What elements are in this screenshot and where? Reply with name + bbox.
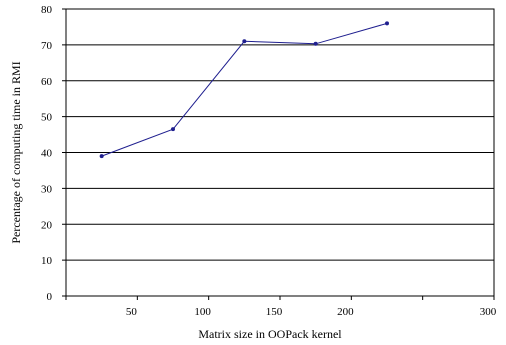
y-axis-title: Percentage of computing time in RMI <box>9 61 23 243</box>
series-line-0 <box>101 22 388 157</box>
y-tick-label-40: 40 <box>41 148 53 160</box>
gridlines <box>66 44 494 261</box>
y-tick-label-60: 60 <box>41 76 53 88</box>
data-point-0-3 <box>313 41 318 46</box>
y-tick-label-50: 50 <box>41 112 53 124</box>
y-axis-ticks: 0 10 20 30 40 50 60 70 80 <box>41 4 66 303</box>
x-tick-label-300: 300 <box>480 306 497 318</box>
data-point-0-4 <box>385 21 389 26</box>
x-tick-label-50: 50 <box>126 306 138 318</box>
y-tick-label-70: 70 <box>41 40 53 52</box>
y-tick-label-10: 10 <box>41 255 53 267</box>
data-point-0-0 <box>99 154 104 159</box>
y-tick-label-0: 0 <box>47 291 53 303</box>
data-point-0-1 <box>171 127 175 132</box>
x-axis-title: Matrix size in OOPack kernel <box>198 327 342 341</box>
x-tick-label-150: 150 <box>266 306 283 318</box>
x-tick-label-100: 100 <box>194 306 211 318</box>
y-tick-label-30: 30 <box>41 183 53 195</box>
x-tick-label-200: 200 <box>337 306 354 318</box>
series-group <box>99 21 389 159</box>
x-axis-ticks: 50 100 150 200 300 <box>65 296 497 318</box>
y-tick-label-20: 20 <box>41 219 53 231</box>
data-point-0-2 <box>242 39 247 44</box>
y-tick-label-80: 80 <box>41 4 53 16</box>
